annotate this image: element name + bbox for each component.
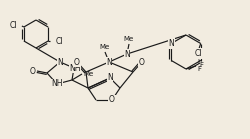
Text: F: F — [197, 66, 201, 72]
Text: O: O — [29, 66, 35, 75]
Text: Me: Me — [100, 44, 110, 50]
Text: NH: NH — [69, 64, 81, 73]
Text: NH: NH — [51, 80, 63, 89]
Text: N: N — [168, 39, 174, 48]
Text: Cl: Cl — [10, 20, 17, 29]
Text: F: F — [197, 58, 201, 64]
Text: N: N — [107, 74, 113, 83]
Text: Me: Me — [83, 71, 93, 77]
Text: O: O — [74, 58, 80, 66]
Text: N: N — [106, 58, 112, 66]
Text: Me: Me — [124, 36, 134, 42]
Text: Cl: Cl — [195, 49, 202, 58]
Text: F: F — [199, 62, 203, 68]
Text: O: O — [109, 95, 115, 105]
Text: O: O — [139, 58, 145, 66]
Text: Cl: Cl — [56, 37, 64, 45]
Text: N: N — [124, 49, 130, 59]
Text: N: N — [57, 58, 63, 66]
